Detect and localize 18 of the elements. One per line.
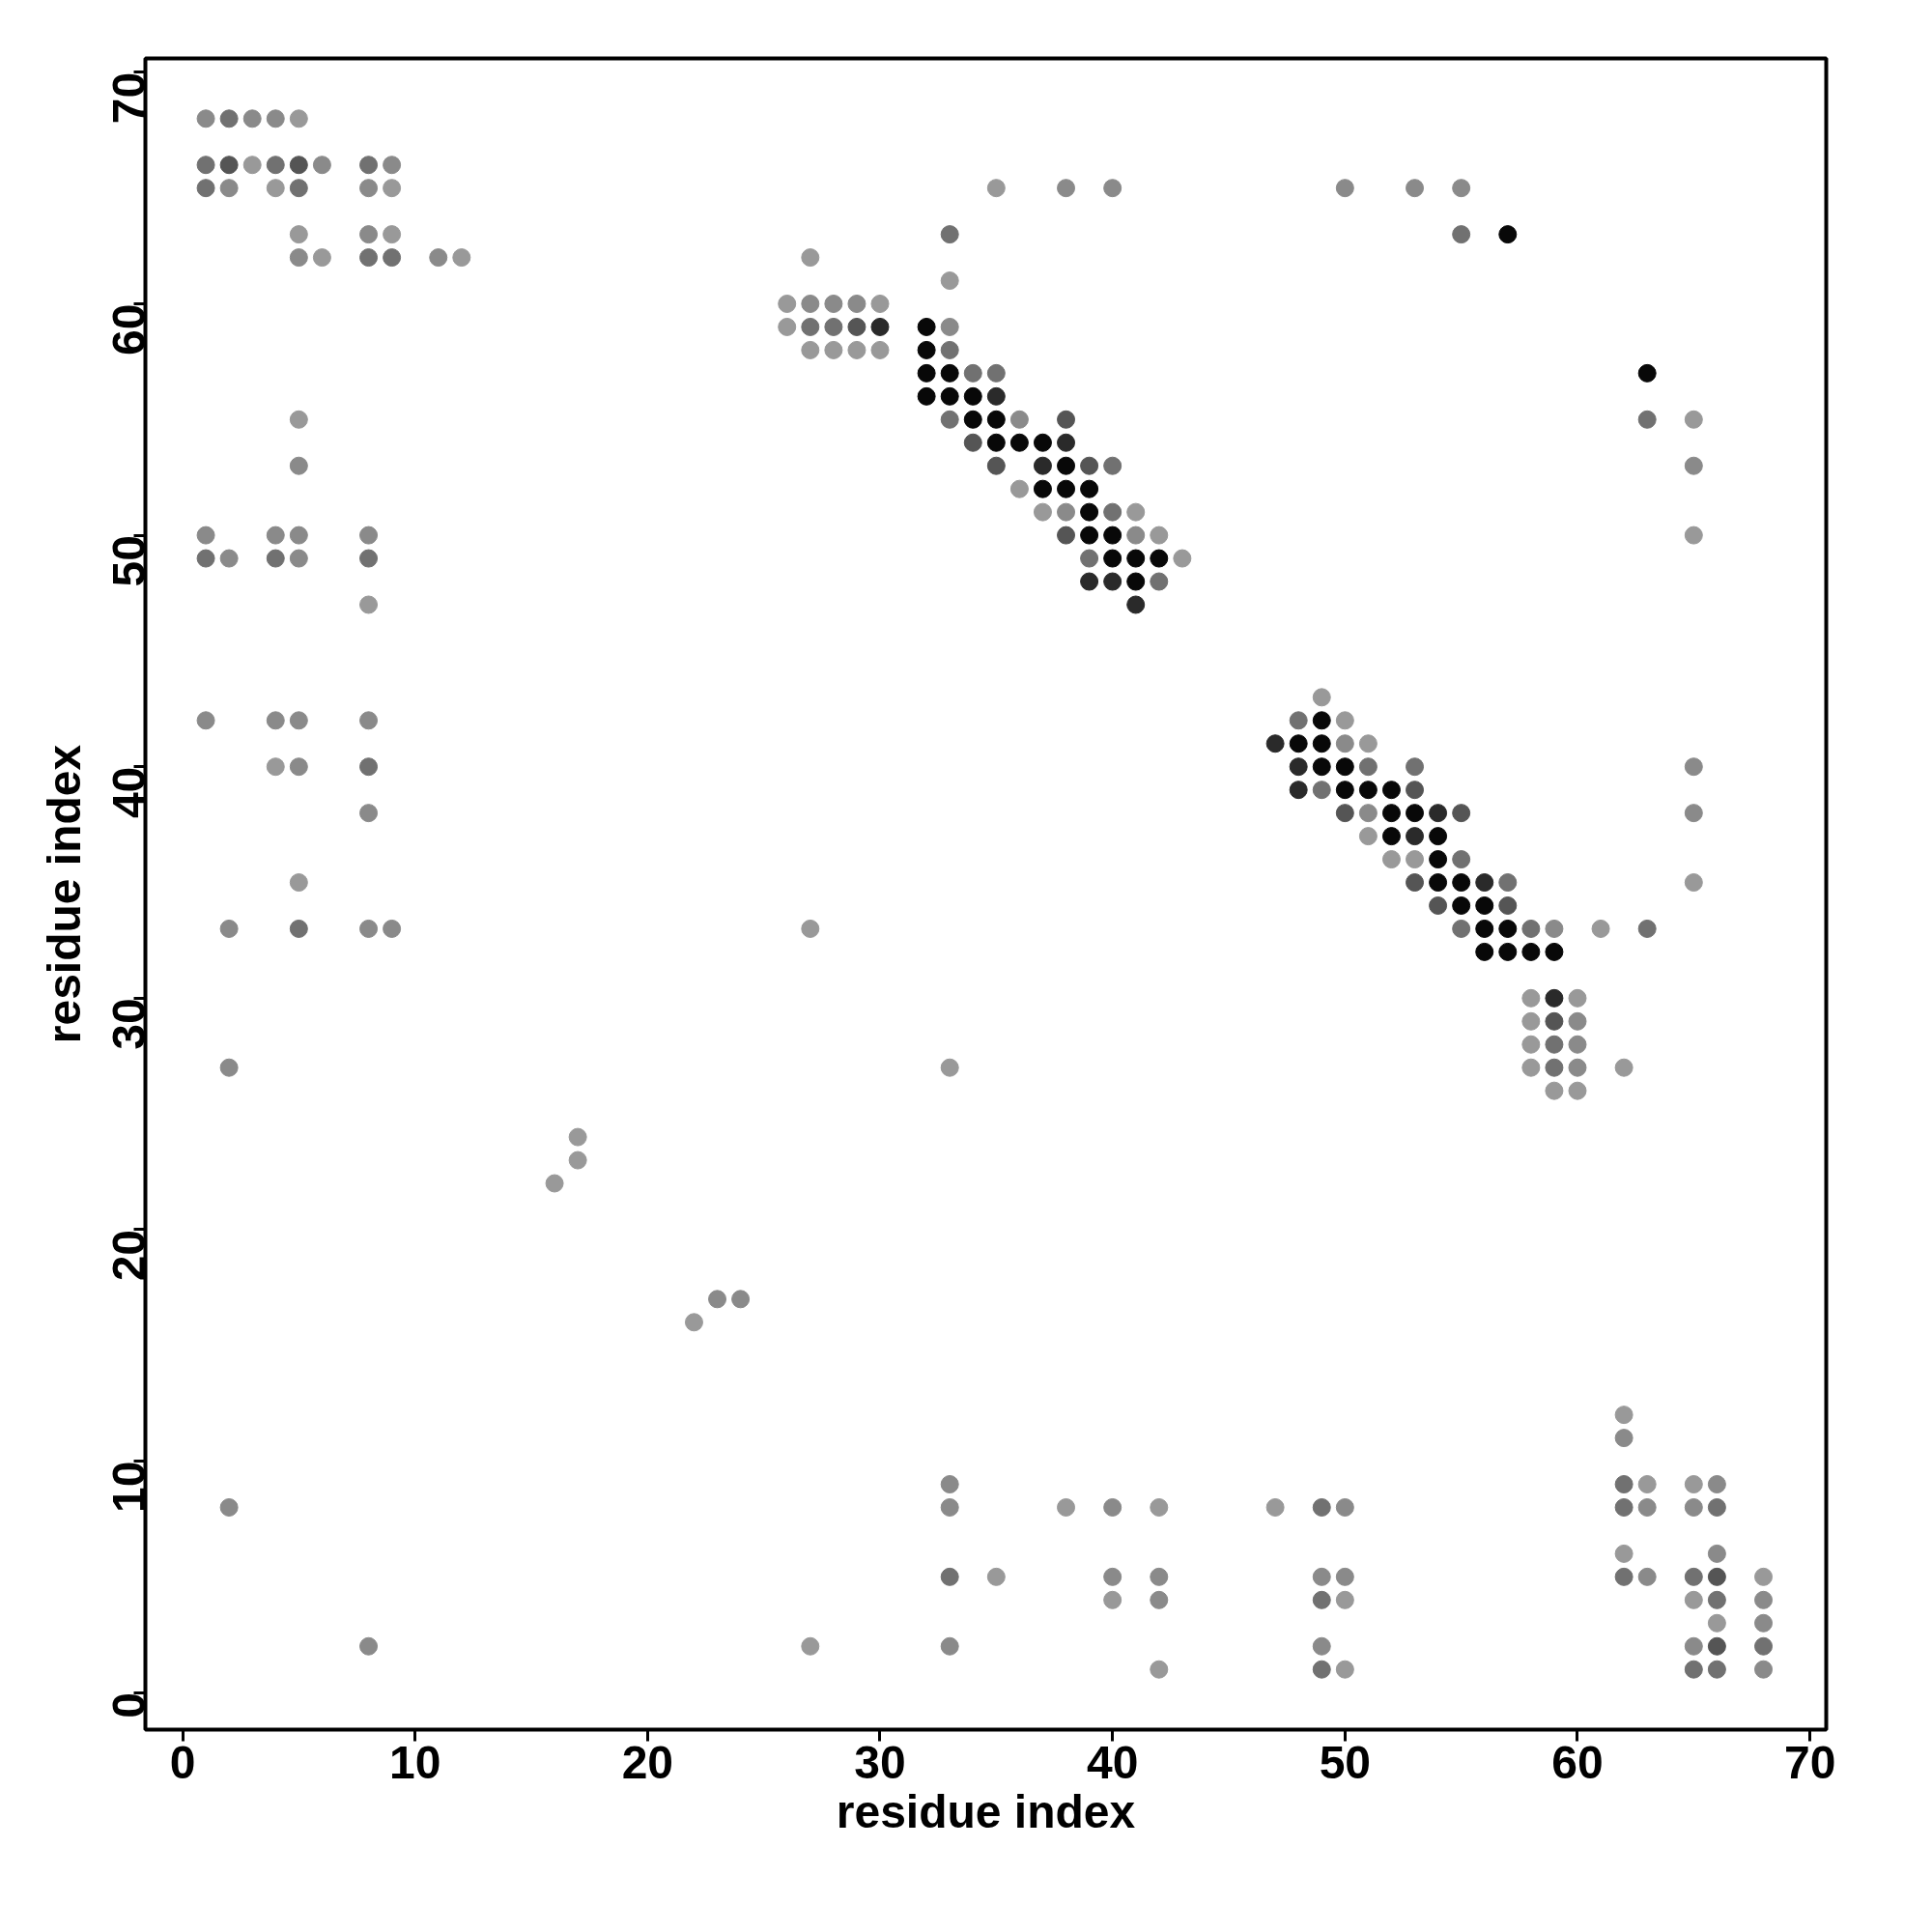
y-tick-label: 0: [103, 1692, 155, 1719]
x-tick-label: 40: [1086, 1736, 1139, 1788]
y-tick-label: 50: [103, 535, 155, 587]
y-tick-label: 20: [103, 1229, 155, 1282]
x-tick-label: 0: [169, 1736, 196, 1788]
y-tick-label: 60: [103, 303, 155, 355]
x-tick-label: 60: [1551, 1736, 1604, 1788]
x-tick-label: 10: [388, 1736, 441, 1788]
y-tick-label: 40: [103, 766, 155, 819]
y-tick-label: 30: [103, 998, 155, 1050]
x-tick-label: 70: [1783, 1736, 1836, 1788]
y-axis-title: residue index: [38, 744, 90, 1044]
x-tick-label: 20: [621, 1736, 674, 1788]
y-tick-label: 10: [103, 1461, 155, 1513]
y-tick-label: 70: [103, 71, 155, 125]
x-tick-label: 30: [854, 1736, 906, 1788]
x-axis-title: residue index: [836, 1785, 1136, 1837]
x-tick-label: 50: [1319, 1736, 1372, 1788]
